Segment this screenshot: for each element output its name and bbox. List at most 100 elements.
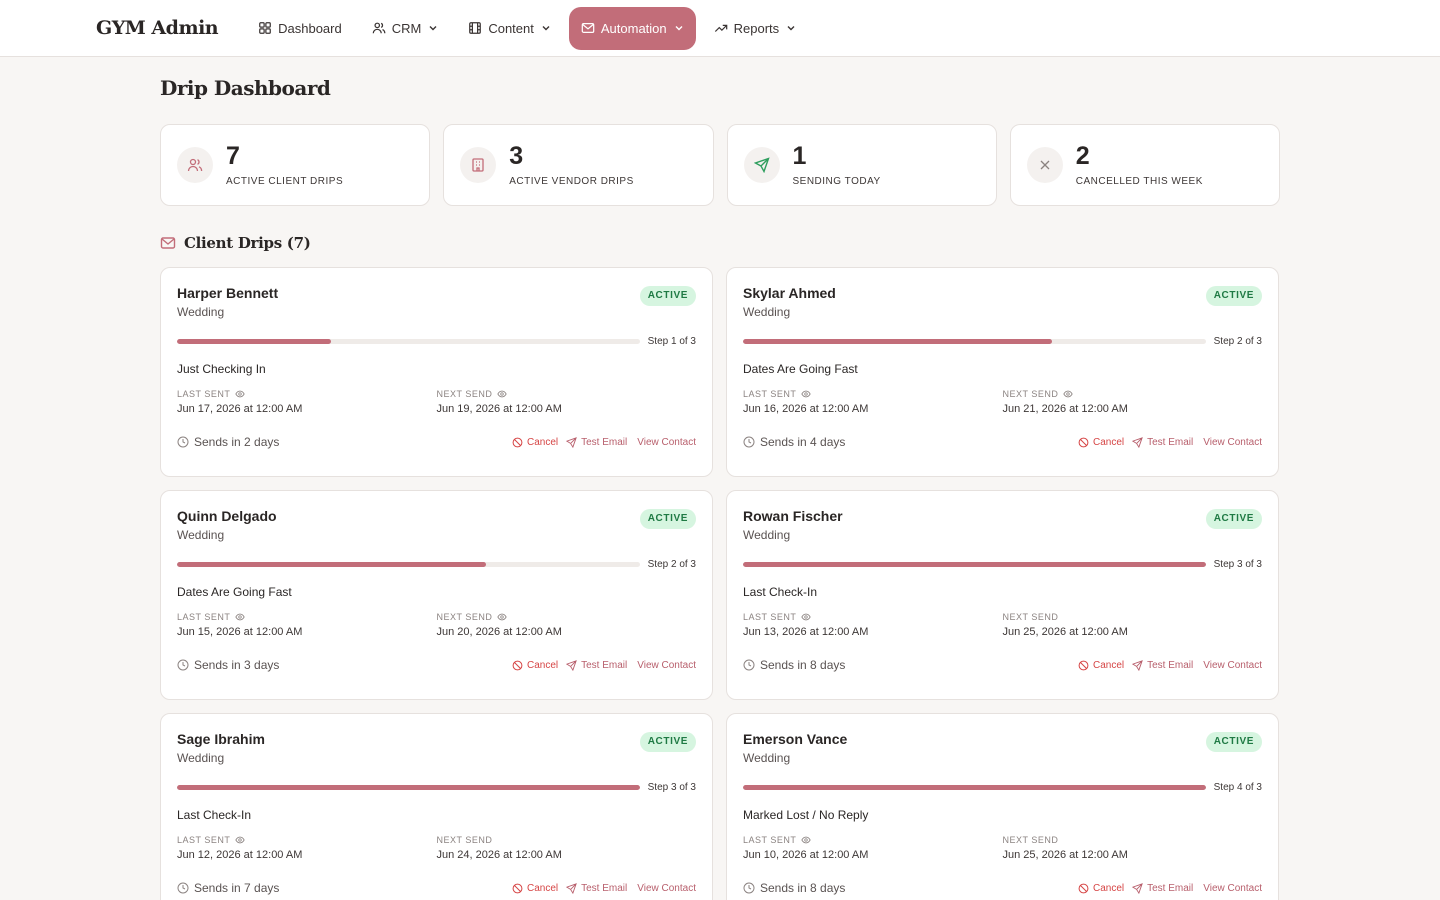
test-email-button[interactable]: Test Email [566, 437, 627, 448]
eye-icon[interactable] [497, 612, 508, 622]
eye-icon[interactable] [801, 835, 812, 845]
next-send-label-text: NEXT SEND [1002, 835, 1059, 845]
test-email-button[interactable]: Test Email [1132, 437, 1193, 448]
test-email-label: Test Email [1147, 436, 1194, 448]
cancel-button[interactable]: Cancel [512, 660, 558, 671]
last-sent-label: LAST SENT [743, 389, 1003, 399]
contact-name[interactable]: Harper Bennett [177, 285, 279, 301]
last-sent-value: Jun 13, 2026 at 12:00 AM [743, 626, 869, 638]
test-email-button[interactable]: Test Email [566, 660, 627, 671]
nav-crm[interactable]: CRM [360, 7, 451, 50]
eye-icon[interactable] [235, 835, 246, 845]
view-contact-link[interactable]: View Contact [637, 660, 696, 671]
send-icon [1132, 882, 1143, 894]
event-type: Wedding [743, 751, 791, 765]
drip-card-grid: Harper Bennett Wedding ACTIVE Step 1 of … [160, 267, 1280, 900]
test-email-button[interactable]: Test Email [566, 883, 627, 894]
last-sent-value: Jun 12, 2026 at 12:00 AM [177, 849, 303, 861]
sends-in: Sends in 4 days [743, 435, 845, 449]
next-send-label: NEXT SEND [437, 612, 697, 622]
view-contact-link[interactable]: View Contact [1203, 437, 1262, 448]
card-actions: Cancel Test Email View Contact [1078, 883, 1262, 894]
drip-card: Quinn Delgado Wedding ACTIVE Step 2 of 3… [160, 490, 713, 700]
cancel-button[interactable]: Cancel [1078, 660, 1124, 671]
event-type: Wedding [177, 528, 225, 542]
contact-name[interactable]: Skylar Ahmed [743, 285, 836, 301]
next-send-value: Jun 25, 2026 at 12:00 AM [1002, 849, 1128, 861]
mail-icon [160, 237, 176, 249]
test-email-button[interactable]: Test Email [1132, 883, 1193, 894]
last-sent-value: Jun 15, 2026 at 12:00 AM [177, 626, 303, 638]
eye-icon[interactable] [497, 389, 508, 399]
test-email-label: Test Email [581, 659, 628, 671]
stat-label: ACTIVE CLIENT DRIPS [226, 176, 344, 187]
eye-icon[interactable] [235, 389, 246, 399]
cancel-label: Cancel [1092, 882, 1125, 894]
brand-logo[interactable]: GYM Admin [96, 17, 219, 39]
last-sent-label: LAST SENT [743, 612, 1003, 622]
sends-in: Sends in 8 days [743, 658, 845, 672]
view-contact-link[interactable]: View Contact [637, 437, 696, 448]
sends-in-text: Sends in 8 days [760, 881, 846, 895]
step-indicator: Step 1 of 3 [647, 335, 696, 347]
eye-icon[interactable] [235, 612, 246, 622]
last-sent-label: LAST SENT [177, 612, 437, 622]
users-icon [177, 147, 213, 183]
ban-icon [512, 883, 523, 893]
eye-icon[interactable] [801, 389, 812, 399]
stat-value: 2 [1075, 142, 1090, 170]
sends-in: Sends in 8 days [743, 881, 845, 895]
progress-fill [743, 784, 1206, 790]
step-indicator: Step 2 of 3 [1213, 335, 1262, 347]
contact-name[interactable]: Rowan Fischer [743, 508, 843, 524]
last-sent-value: Jun 10, 2026 at 12:00 AM [743, 849, 869, 861]
view-contact-link[interactable]: View Contact [1203, 660, 1262, 671]
nav-reports[interactable]: Reports [702, 7, 809, 50]
contact-name[interactable]: Sage Ibrahim [177, 731, 265, 747]
progress-track [177, 561, 640, 567]
nav-automation[interactable]: Automation [568, 6, 696, 50]
progress-fill [177, 561, 486, 567]
eye-icon[interactable] [1063, 389, 1074, 399]
view-contact-label: View Contact [1203, 882, 1262, 894]
drip-card: Skylar Ahmed Wedding ACTIVE Step 2 of 3 … [726, 267, 1279, 477]
ban-icon [512, 437, 523, 447]
next-send-value: Jun 25, 2026 at 12:00 AM [1002, 626, 1128, 638]
users-icon [372, 22, 386, 34]
view-contact-link[interactable]: View Contact [637, 883, 696, 894]
contact-name[interactable]: Quinn Delgado [177, 508, 277, 524]
clock-icon [743, 659, 755, 671]
progress-track [743, 561, 1206, 567]
stat-value: 7 [226, 142, 240, 170]
last-sent-label: LAST SENT [743, 835, 1003, 845]
sends-in: Sends in 7 days [177, 881, 279, 895]
next-send-value: Jun 19, 2026 at 12:00 AM [436, 403, 562, 415]
clock-icon [743, 882, 755, 894]
progress-track [743, 338, 1206, 344]
cancel-button[interactable]: Cancel [1078, 883, 1124, 894]
view-contact-link[interactable]: View Contact [1203, 883, 1262, 894]
nav-dashboard[interactable]: Dashboard [246, 7, 354, 50]
last-sent-label-text: LAST SENT [177, 389, 231, 399]
card-actions: Cancel Test Email View Contact [1078, 437, 1262, 448]
contact-name[interactable]: Emerson Vance [743, 731, 848, 747]
card-actions: Cancel Test Email View Contact [512, 660, 696, 671]
cancel-button[interactable]: Cancel [512, 883, 558, 894]
status-badge: ACTIVE [1205, 732, 1262, 752]
next-send-label: NEXT SEND [437, 835, 697, 845]
drip-card: Emerson Vance Wedding ACTIVE Step 4 of 3… [726, 713, 1279, 900]
eye-icon[interactable] [801, 612, 812, 622]
last-sent-label-text: LAST SENT [177, 835, 231, 845]
clock-icon [177, 882, 189, 894]
cancel-button[interactable]: Cancel [1078, 437, 1124, 448]
stat-card-active-vendor-drips: 3 ACTIVE VENDOR DRIPS [443, 124, 714, 206]
next-send-label-text: NEXT SEND [1002, 612, 1059, 622]
progress-fill [743, 338, 1052, 344]
cancel-button[interactable]: Cancel [512, 437, 558, 448]
send-icon [1132, 659, 1143, 671]
test-email-button[interactable]: Test Email [1132, 660, 1193, 671]
nav-dashboard-label: Dashboard [278, 20, 342, 36]
nav-content[interactable]: Content [456, 7, 563, 50]
step-indicator: Step 4 of 3 [1213, 781, 1262, 793]
ban-icon [1078, 437, 1089, 447]
